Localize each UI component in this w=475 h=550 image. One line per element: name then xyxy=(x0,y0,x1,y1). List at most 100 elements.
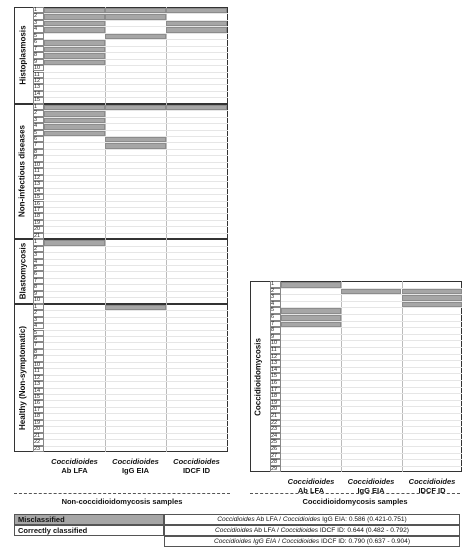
row-number-cell xyxy=(270,320,281,328)
row-line xyxy=(44,323,228,325)
misclassified-cell xyxy=(105,143,166,149)
row-number-cell xyxy=(33,419,44,427)
row-line xyxy=(44,52,228,54)
row-number-cell xyxy=(33,103,44,111)
row-number: 5 xyxy=(271,307,275,314)
row-number: 3 xyxy=(34,316,38,323)
row-number: 4 xyxy=(34,26,38,33)
group-box xyxy=(14,103,228,240)
row-line xyxy=(281,347,462,348)
row-number: 10 xyxy=(34,65,41,72)
row-number-cell xyxy=(33,258,44,265)
row-number-cell xyxy=(270,287,281,295)
row-number: 6 xyxy=(34,136,38,142)
row-number-cell xyxy=(33,284,44,291)
row-number: 10 xyxy=(34,161,41,168)
row-line xyxy=(44,26,228,28)
row-line xyxy=(44,32,228,34)
left-divider-line xyxy=(14,493,230,494)
row-number-cell xyxy=(270,419,281,427)
row-line xyxy=(44,219,228,221)
row-number: 4 xyxy=(34,258,38,265)
row-number: 10 xyxy=(34,297,41,304)
row-number: 6 xyxy=(271,314,275,320)
row-number-cell xyxy=(270,393,281,400)
misclassified-cell xyxy=(402,301,462,308)
row-number-cell xyxy=(33,323,44,330)
row-line xyxy=(44,406,228,408)
row-line xyxy=(281,386,462,388)
row-number: 20 xyxy=(34,426,41,433)
misclassified-cell xyxy=(44,53,105,59)
row-number-cell xyxy=(33,445,44,453)
row-number-cell xyxy=(33,239,44,246)
row-number-cell xyxy=(270,281,281,288)
row-number: 21 xyxy=(271,413,278,419)
misclassified-cell xyxy=(44,59,105,66)
column-genus: Coccidioides xyxy=(51,457,98,467)
row-number-cell xyxy=(33,271,44,278)
row-number-cell xyxy=(33,265,44,272)
row-number-cell xyxy=(33,355,44,362)
row-number: 9 xyxy=(271,333,275,340)
row-number: 3 xyxy=(271,294,275,301)
row-number-cell xyxy=(270,465,281,473)
row-number: 8 xyxy=(34,52,38,59)
row-line xyxy=(44,445,228,447)
misclassified-cell xyxy=(44,104,105,111)
row-line xyxy=(281,446,462,447)
row-number: 9 xyxy=(34,355,38,362)
misclassified-cell xyxy=(281,315,341,321)
right-sample-title: Coccidioidomycosis samples xyxy=(302,497,408,506)
row-number-cell xyxy=(270,452,281,460)
row-number-cell xyxy=(33,174,44,182)
row-number: 16 xyxy=(34,200,41,207)
row-number: 5 xyxy=(34,329,38,336)
row-number: 17 xyxy=(271,386,278,393)
row-line xyxy=(44,71,228,73)
row-number-cell xyxy=(33,413,44,420)
column-test: Ab LFA xyxy=(297,486,325,496)
row-number: 2 xyxy=(34,110,38,117)
row-number-cell xyxy=(270,314,281,321)
row-number-cell xyxy=(33,194,44,201)
row-number-cell xyxy=(270,413,281,420)
row-line xyxy=(281,452,462,454)
row-line xyxy=(44,297,228,299)
row-number-cell xyxy=(270,353,281,361)
row-line xyxy=(44,290,228,292)
group-label: Blastomycosis xyxy=(18,243,27,300)
right-divider-line xyxy=(250,493,460,494)
row-line xyxy=(281,439,462,441)
row-number-cell xyxy=(270,347,281,354)
group-label: Coccidioidomycosis xyxy=(253,337,263,416)
misclassified-cell xyxy=(44,111,105,117)
row-number-cell xyxy=(33,200,44,207)
row-number: 11 xyxy=(34,71,40,78)
column-genus: Coccidioides xyxy=(347,477,395,487)
row-number-cell xyxy=(33,110,44,117)
row-line xyxy=(44,271,228,273)
row-number-cell xyxy=(270,300,281,308)
misclassified-cell xyxy=(105,304,166,311)
row-number-cell xyxy=(270,406,281,413)
row-number-cell xyxy=(270,333,281,341)
column-test: IgG EIA xyxy=(357,486,385,496)
row-number: 1 xyxy=(34,303,38,310)
row-line xyxy=(44,148,228,150)
row-number: 14 xyxy=(34,387,41,394)
misclassified-cell xyxy=(105,104,166,111)
row-number: 2 xyxy=(271,287,275,294)
misclassified-cell xyxy=(105,14,166,20)
row-number-cell xyxy=(33,71,44,78)
row-number-cell xyxy=(33,348,44,356)
row-line xyxy=(44,265,228,266)
row-number: 19 xyxy=(271,399,278,406)
row-line xyxy=(281,465,462,467)
row-number-cell xyxy=(33,45,44,53)
group-label: Healthy (Non-symptomatic) xyxy=(18,325,27,430)
misclassified-cell xyxy=(44,46,105,53)
row-line xyxy=(281,300,462,302)
row-number-cell xyxy=(33,213,44,220)
row-line xyxy=(44,226,228,228)
